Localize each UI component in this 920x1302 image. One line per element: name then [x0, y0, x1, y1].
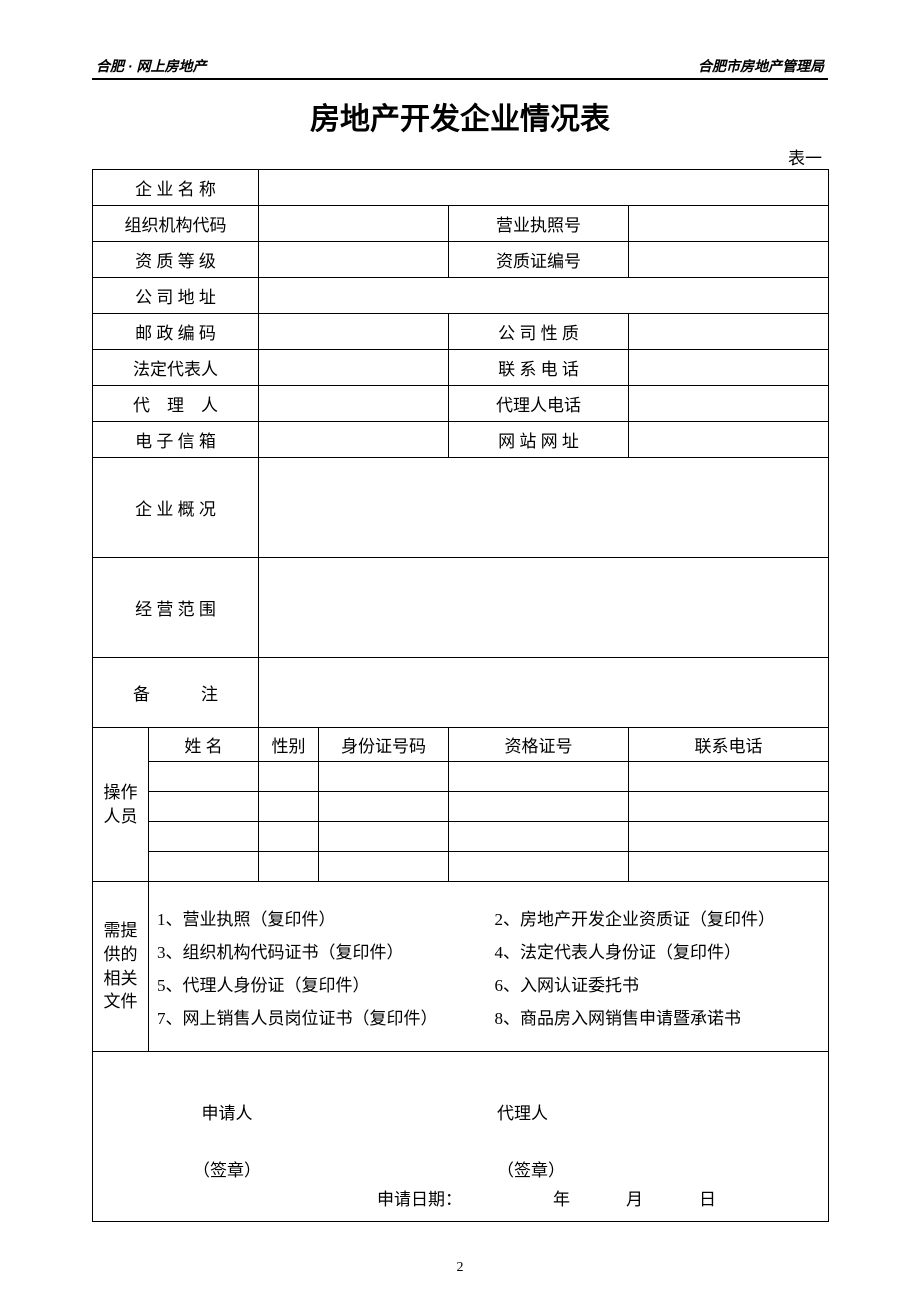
field-remark [259, 658, 829, 728]
label-agent-phone: 代理人电话 [449, 386, 629, 422]
field-company-name [259, 170, 829, 206]
table-tag: 表一 [92, 144, 828, 169]
label-docs: 需提 供的 相关 文件 [93, 882, 149, 1052]
label-license-no: 营业执照号 [449, 206, 629, 242]
op-row-1 [93, 762, 829, 792]
label-company-name: 企 业 名 称 [93, 170, 259, 206]
doc-item: 4、法定代表人身份证（复印件） [495, 938, 821, 963]
field-agent [259, 386, 449, 422]
field-phone [629, 350, 829, 386]
label-address: 公 司 地 址 [93, 278, 259, 314]
label-qual-level: 资 质 等 级 [93, 242, 259, 278]
op-hdr-gender: 性别 [259, 728, 319, 762]
op-hdr-id: 身份证号码 [319, 728, 449, 762]
year-label: 年 [553, 1185, 570, 1210]
page: 合肥 · 网上房地产 合肥市房地产管理局 房地产开发企业情况表 表一 企 业 名… [0, 0, 920, 1302]
header-left: 合肥 · 网上房地产 [96, 56, 206, 76]
op-row-3 [93, 822, 829, 852]
doc-item: 3、组织机构代码证书（复印件） [157, 938, 483, 963]
doc-item: 7、网上销售人员岗位证书（复印件） [157, 1004, 483, 1029]
agent-seal: （签章） [477, 1156, 677, 1181]
op-row-4 [93, 852, 829, 882]
header-right: 合肥市房地产管理局 [698, 56, 824, 76]
op-row-2 [93, 792, 829, 822]
docs-cell: 1、营业执照（复印件） 2、房地产开发企业资质证（复印件） 3、组织机构代码证书… [149, 882, 829, 1052]
doc-item: 2、房地产开发企业资质证（复印件） [495, 905, 821, 930]
label-remark: 备 注 [93, 658, 259, 728]
applicant-label: 申请人 [97, 1099, 357, 1124]
label-org-code: 组织机构代码 [93, 206, 259, 242]
page-number: 2 [0, 1260, 920, 1276]
field-qual-cert-no [629, 242, 829, 278]
page-header: 合肥 · 网上房地产 合肥市房地产管理局 [92, 56, 828, 80]
day-label: 日 [699, 1185, 716, 1210]
field-postcode [259, 314, 449, 350]
doc-item: 6、入网认证委托书 [495, 971, 821, 996]
form-table: 企 业 名 称 组织机构代码 营业执照号 资 质 等 级 资质证编号 公 司 地… [92, 169, 829, 1222]
label-website: 网 站 网 址 [449, 422, 629, 458]
field-address [259, 278, 829, 314]
field-email [259, 422, 449, 458]
field-license-no [629, 206, 829, 242]
doc-item: 8、商品房入网销售申请暨承诺书 [495, 1004, 821, 1029]
label-email: 电 子 信 箱 [93, 422, 259, 458]
op-hdr-phone: 联系电话 [629, 728, 829, 762]
field-scope [259, 558, 829, 658]
applicant-seal: （签章） [97, 1156, 357, 1181]
label-overview: 企 业 概 况 [93, 458, 259, 558]
label-postcode: 邮 政 编 码 [93, 314, 259, 350]
field-overview [259, 458, 829, 558]
doc-item: 5、代理人身份证（复印件） [157, 971, 483, 996]
doc-item: 1、营业执照（复印件） [157, 905, 483, 930]
field-website [629, 422, 829, 458]
label-agent: 代 理 人 [93, 386, 259, 422]
label-phone: 联 系 电 话 [449, 350, 629, 386]
label-scope: 经 营 范 围 [93, 558, 259, 658]
field-company-type [629, 314, 829, 350]
field-org-code [259, 206, 449, 242]
label-legal-rep: 法定代表人 [93, 350, 259, 386]
field-agent-phone [629, 386, 829, 422]
label-company-type: 公 司 性 质 [449, 314, 629, 350]
op-hdr-cert: 资格证号 [449, 728, 629, 762]
label-qual-cert-no: 资质证编号 [449, 242, 629, 278]
field-qual-level [259, 242, 449, 278]
agent-sig-label: 代理人 [477, 1099, 677, 1124]
apply-date-line: 申请日期： 年 月 日 [97, 1185, 824, 1210]
apply-date-label: 申请日期： [377, 1185, 497, 1210]
field-legal-rep [259, 350, 449, 386]
page-title: 房地产开发企业情况表 [92, 94, 828, 138]
signature-cell: 申请人 代理人 （签章） （签章） 申请日期： 年 月 日 [93, 1052, 829, 1222]
label-operators: 操作 人员 [93, 728, 149, 882]
op-hdr-name: 姓 名 [149, 728, 259, 762]
month-label: 月 [626, 1185, 643, 1210]
